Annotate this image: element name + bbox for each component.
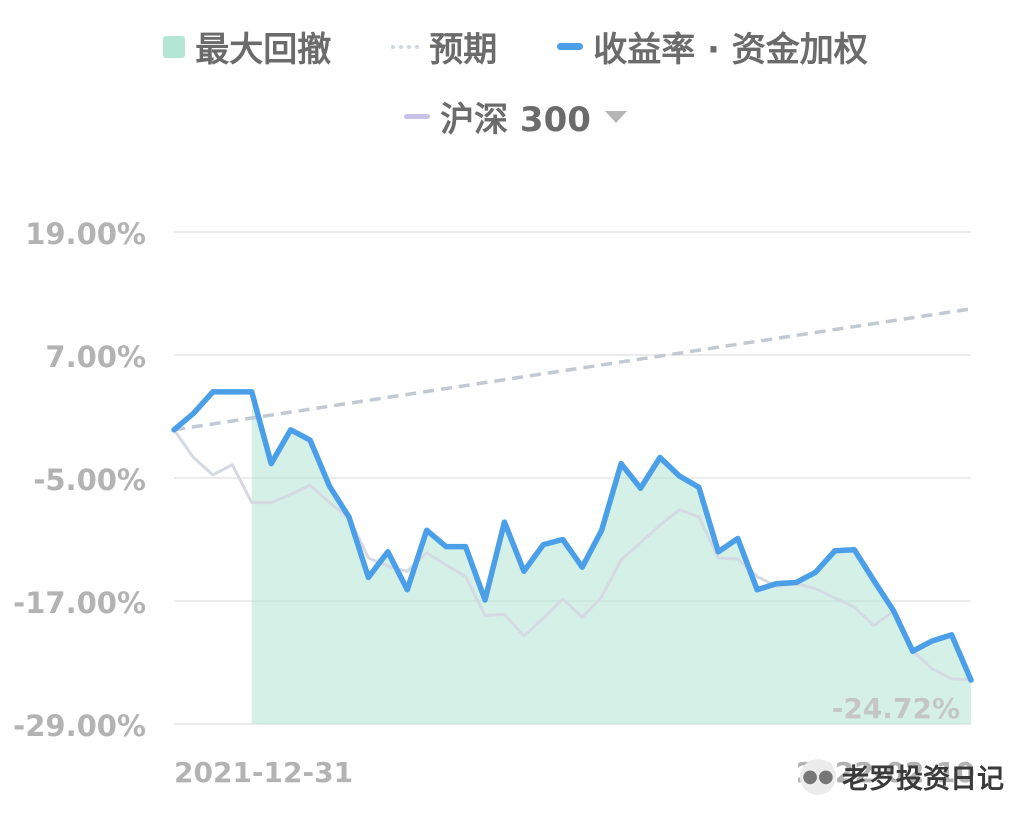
y-tick-label: -17.00%: [13, 586, 146, 620]
legend-label-return: 收益率 · 资金加权: [593, 30, 868, 70]
legend-item-index[interactable]: 沪深 300: [404, 92, 627, 141]
index-swatch-icon: [404, 114, 431, 119]
drawdown-area: [251, 391, 971, 724]
expected-line: [173, 307, 972, 432]
y-tick-label: -5.00%: [33, 463, 146, 497]
return-swatch-icon: [557, 43, 584, 50]
y-tick-label: -29.00%: [13, 709, 146, 743]
y-tick-label: 19.00%: [25, 217, 146, 251]
legend-label-drawdown: 最大回撤: [195, 30, 332, 70]
expected-swatch-icon: [391, 44, 420, 49]
watermark-text: 老罗投资日记: [842, 764, 1004, 795]
legend-item-drawdown[interactable]: 最大回撤: [163, 22, 331, 71]
legend-label-expected: 预期: [429, 30, 498, 70]
drawdown-swatch-icon: [163, 35, 186, 58]
x-start-label: 2021-12-31: [174, 756, 353, 789]
legend-row-2: 沪深 300: [0, 92, 1031, 141]
y-tick-label: 7.00%: [45, 340, 146, 374]
series-line-index: [172, 428, 972, 682]
series-line-return: [171, 389, 974, 683]
legend-label-index: 沪深 300: [440, 100, 591, 140]
final-value-label: -24.72%: [832, 692, 960, 725]
legend-item-return[interactable]: 收益率 · 资金加权: [557, 22, 868, 71]
dropdown-caret-icon[interactable]: [604, 110, 627, 123]
wechat-icon: ●●: [800, 758, 836, 795]
legend-row-1: 最大回撤 预期 收益率 · 资金加权: [0, 22, 1031, 71]
legend-item-expected[interactable]: 预期: [391, 22, 497, 71]
watermark: ●● 老罗投资日记: [800, 757, 1004, 796]
